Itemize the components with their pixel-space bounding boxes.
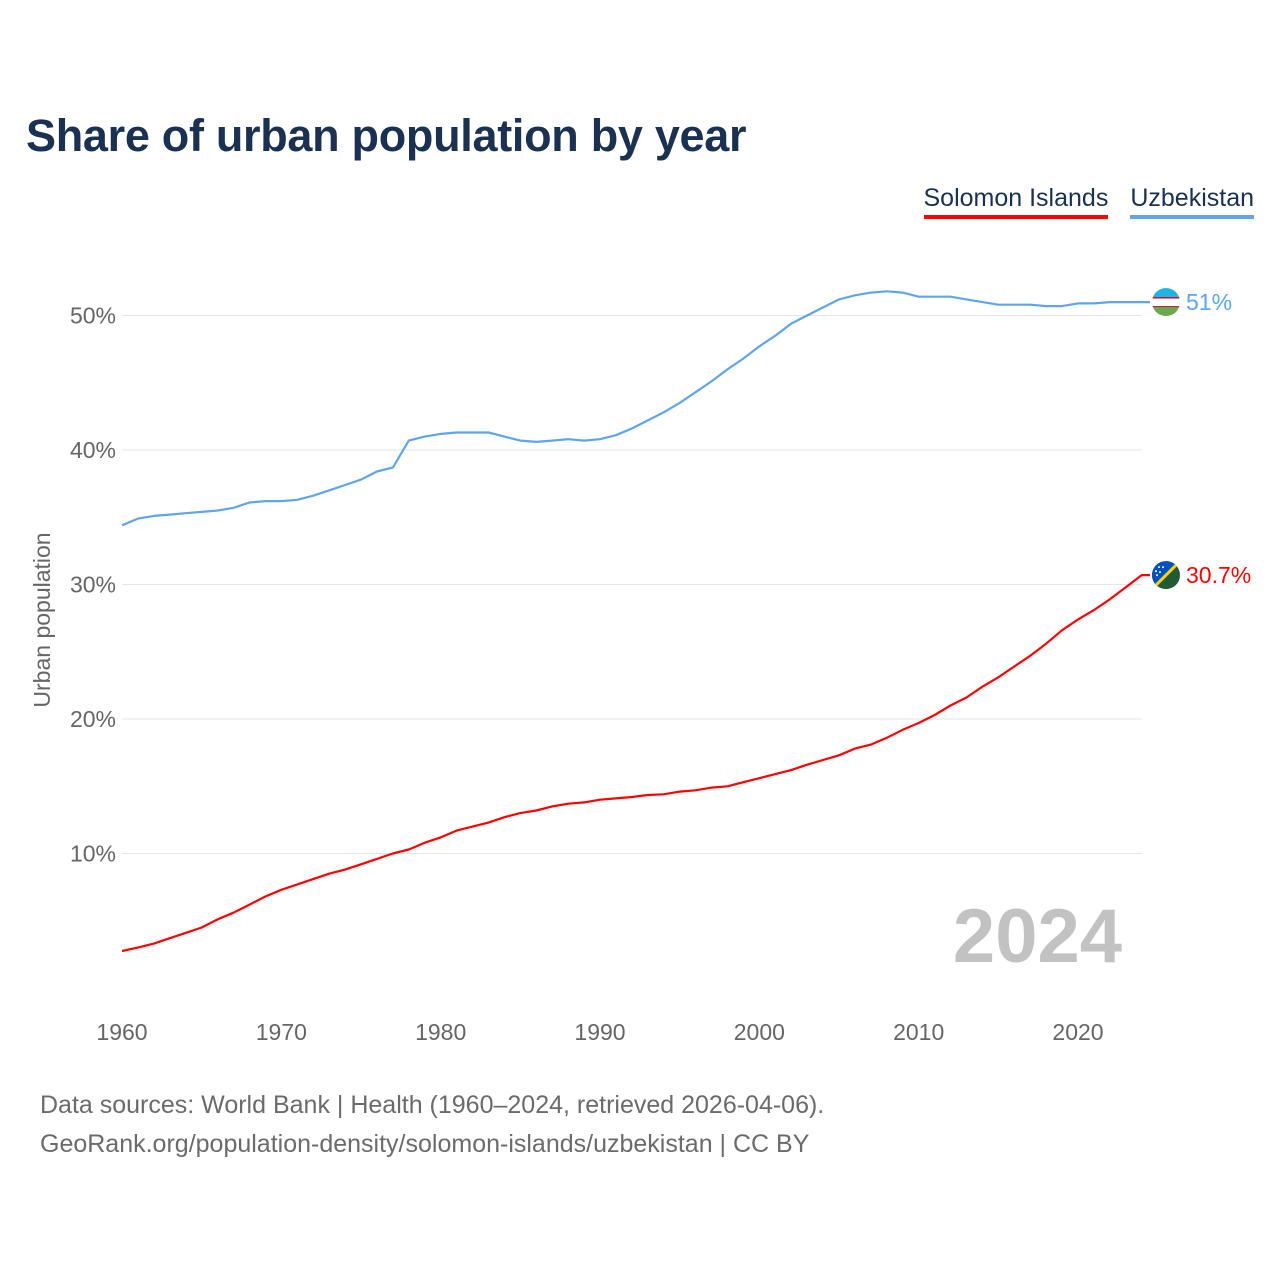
y-axis-label: Urban population xyxy=(29,532,55,707)
flag-line-red xyxy=(1152,306,1180,308)
series-line-uzbekistan xyxy=(121,290,1150,527)
flag-stripe-green xyxy=(1152,307,1180,317)
flag-body xyxy=(1152,561,1180,590)
solomon-islands-flag-icon xyxy=(1152,561,1180,590)
legend-item-solomon-islands[interactable]: Solomon Islands xyxy=(923,184,1109,219)
flag-body xyxy=(1152,288,1180,317)
data-source-note: Data sources: World Bank | Health (1960–… xyxy=(40,1091,825,1119)
flag-star xyxy=(1156,574,1158,577)
flag-line-red xyxy=(1152,297,1180,299)
flag-star xyxy=(1162,566,1164,569)
y-tick-label: 30% xyxy=(70,572,116,598)
series-line-solomon-islands xyxy=(121,574,1150,953)
footer: Data sources: World Bank | Health (1960–… xyxy=(40,1086,824,1164)
legend-item-uzbekistan[interactable]: Uzbekistan xyxy=(1130,184,1254,219)
end-value-label: 30.7% xyxy=(1186,562,1251,588)
flag-stripe-blue xyxy=(1152,288,1180,299)
flag-star xyxy=(1158,566,1160,569)
x-tick-label: 2020 xyxy=(1052,1019,1103,1045)
end-value-label: 51% xyxy=(1186,289,1232,315)
x-tick-label: 1960 xyxy=(96,1019,147,1045)
flag-star xyxy=(1155,570,1157,573)
source-link[interactable]: GeoRank.org/population-density/solomon-i… xyxy=(40,1130,810,1158)
x-tick-label: 1980 xyxy=(415,1019,466,1045)
x-tick-label: 2000 xyxy=(734,1019,785,1045)
year-watermark: 2024 xyxy=(953,894,1122,979)
flag-stripe-white xyxy=(1152,298,1180,308)
y-tick-label: 20% xyxy=(70,706,116,732)
y-tick-label: 10% xyxy=(70,841,116,867)
flag-diagonal xyxy=(1152,561,1180,590)
x-tick-label: 1990 xyxy=(574,1019,625,1045)
y-tick-label: 40% xyxy=(70,437,116,463)
x-tick-label: 2010 xyxy=(893,1019,944,1045)
x-tick-label: 1970 xyxy=(256,1019,307,1045)
flag-star xyxy=(1159,571,1161,574)
uzbekistan-flag-icon xyxy=(1152,288,1180,317)
y-tick-label: 50% xyxy=(70,303,116,329)
legend: Solomon Islands Uzbekistan xyxy=(923,184,1254,219)
chart-title: Share of urban population by year xyxy=(26,110,747,161)
